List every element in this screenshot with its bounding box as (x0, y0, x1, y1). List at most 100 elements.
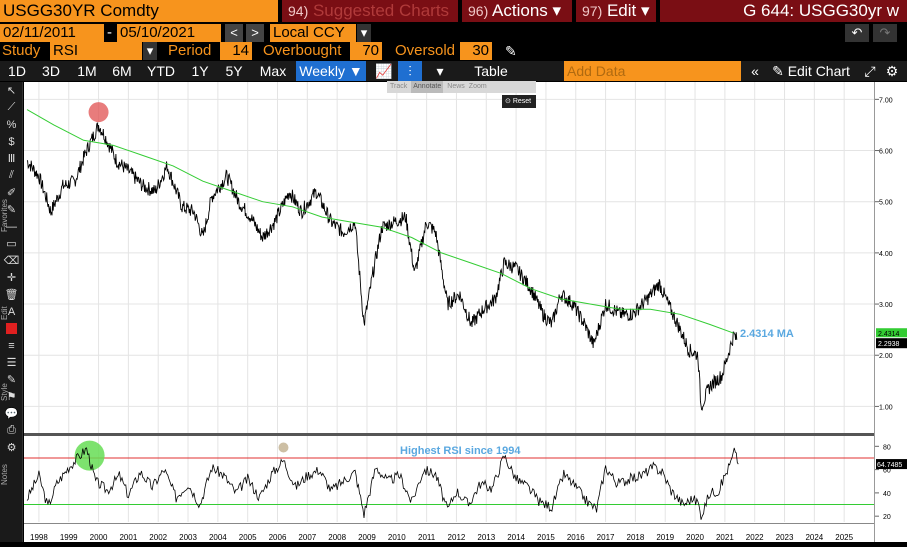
x-tick-label: 2009 (358, 533, 376, 542)
rsi-annotation: Highest RSI since 1994 (400, 445, 521, 457)
x-tick-label: 2003 (179, 533, 197, 542)
undo-icon[interactable]: ↶ (845, 24, 869, 42)
chart-type-dropdown-icon[interactable]: ▾ (436, 63, 444, 79)
annotate-mode[interactable]: Annotate (411, 81, 444, 93)
x-tick-label: 2014 (507, 533, 525, 542)
x-tick-label: 2007 (298, 533, 316, 542)
x-tick-label: 2022 (746, 533, 764, 542)
x-tick-label: 2018 (627, 533, 645, 542)
drawing-toolbar: ↖ ⟋ % $ Ⅲ ⫽ ✐ ✎ — ▭ ⌫ ✛ 🗑 A ≡ ☰ ✎ ⚑ 💬 ⎙ … (0, 82, 23, 542)
crosshair-icon[interactable]: ✛ (6, 272, 17, 284)
x-tick-label: 2021 (716, 533, 734, 542)
brush-icon[interactable]: ✐ (6, 187, 17, 199)
reset-button[interactable]: ⊙ Reset (502, 95, 536, 108)
news-mode[interactable]: News (447, 83, 465, 90)
currency-field[interactable]: Local CCY (270, 24, 356, 42)
line-style-icon[interactable]: ≡ (8, 339, 15, 352)
suggested-charts-menu[interactable]: 94) Suggested Charts (282, 0, 458, 22)
overbought-field[interactable]: 70 (350, 42, 382, 60)
y-tick-label: 80 (883, 444, 891, 451)
track-mode[interactable]: Track (390, 83, 408, 90)
menu-number: 94) (288, 3, 309, 19)
x-tick-label: 1999 (60, 533, 78, 542)
study-select[interactable]: RSI (50, 42, 142, 60)
oversold-label: Oversold (395, 42, 456, 59)
period-field[interactable]: 14 (220, 42, 252, 60)
percent-icon[interactable]: % (6, 118, 17, 131)
last-price-tag (876, 338, 907, 349)
actions-menu[interactable]: 96) Actions ▾ (462, 0, 572, 22)
trash-icon[interactable]: 🗑 (4, 289, 19, 301)
study-label: Study (2, 42, 41, 59)
candle-chart-icon[interactable]: ⫶ (398, 61, 422, 81)
x-tick-label: 2025 (835, 533, 853, 542)
horizontal-line-icon[interactable]: — (6, 220, 17, 233)
range-5y[interactable]: 5Y (225, 63, 243, 79)
rectangle-icon[interactable]: ▭ (6, 238, 17, 250)
y-tick-label: 2.00 (879, 353, 893, 360)
channel-icon[interactable]: ⫽ (9, 169, 14, 181)
eraser-icon[interactable]: ⌫ (3, 255, 20, 267)
rsi-series-line (26, 447, 739, 520)
settings-icon[interactable]: ⚙ (885, 63, 899, 79)
study-dropdown-icon[interactable]: ▾ (143, 42, 157, 60)
rsi-last-tag-text: 64.7485 (877, 462, 902, 469)
x-tick-label: 1998 (30, 533, 48, 542)
redo-icon[interactable]: ↷ (873, 24, 897, 42)
currency-dropdown-icon[interactable]: ▾ (357, 24, 371, 42)
capture-icon[interactable]: ⎙ (7, 424, 16, 436)
x-tick-label: 2020 (686, 533, 704, 542)
pencil-icon[interactable]: ✎ (505, 43, 517, 59)
dollar-icon[interactable]: $ (8, 135, 15, 148)
menu-label: Actions ▾ (492, 1, 562, 20)
y-axis-svg: 7.00 6.00 5.00 4.00 3.00 2.00 1.00 80 60 40 20 2.43… (875, 97, 907, 521)
collapse-icon[interactable]: « (751, 63, 759, 79)
thickness-icon[interactable]: ☰ (6, 357, 17, 369)
add-data-input[interactable]: Add Data (564, 61, 741, 81)
range-6m[interactable]: 6M (112, 63, 132, 79)
zoom-mode[interactable]: Zoom (468, 83, 487, 90)
x-tick-label: 2015 (537, 533, 555, 542)
table-button[interactable]: Table (474, 63, 508, 79)
chart-mode-menu: Track Annotate News Zoom (387, 81, 536, 93)
range-ytd[interactable]: YTD (147, 63, 175, 79)
range-1d[interactable]: 1D (8, 63, 26, 79)
gear-icon[interactable]: ⚙ (6, 442, 17, 454)
edit-menu[interactable]: 97) Edit ▾ (576, 0, 656, 22)
pointer-icon[interactable]: ↖ (6, 85, 17, 97)
end-date-field[interactable]: 05/10/2021 (117, 24, 221, 42)
frequency-select[interactable]: Weekly ▼ (296, 61, 366, 81)
comment-icon[interactable]: 💬 (4, 408, 19, 420)
period-label: Period (168, 42, 212, 59)
chart-area[interactable]: 1998 1999 2000 2001 2002 2003 2004 2005 2006 2007… (24, 82, 874, 542)
security-field[interactable]: USGG30YR Comdty (0, 0, 278, 22)
range-1m[interactable]: 1M (77, 63, 97, 79)
menu-number: 96) (468, 3, 489, 19)
expand-icon[interactable]: ⤢ (864, 63, 876, 79)
line-chart-icon[interactable]: 📈 (375, 63, 393, 79)
note-icon[interactable]: ✎ (6, 374, 17, 386)
range-3d[interactable]: 3D (42, 63, 60, 79)
edit-chart-button[interactable]: ✎ Edit Chart (772, 63, 850, 79)
trendline-icon[interactable]: ⟋ (7, 101, 16, 113)
x-tick-label: 2013 (477, 533, 495, 542)
rsi-small-circle (278, 442, 289, 453)
ma-value-tag-text: 2.4314 (878, 331, 900, 338)
text-icon[interactable]: A (7, 305, 16, 318)
y-tick-label: 20 (883, 514, 891, 521)
prev-period-icon[interactable]: < (225, 24, 243, 42)
pencil-draw-icon[interactable]: ✎ (6, 204, 17, 216)
style-side-label: Style (0, 383, 9, 401)
overbought-label: Overbought (263, 42, 342, 59)
range-max[interactable]: Max (259, 63, 287, 79)
fibonacci-icon[interactable]: Ⅲ (7, 153, 16, 165)
x-tick-label: 2010 (388, 533, 406, 542)
range-1y[interactable]: 1Y (191, 63, 209, 79)
next-period-icon[interactable]: > (246, 24, 264, 42)
start-date-field[interactable]: 02/11/2011 (0, 24, 104, 42)
color-icon[interactable] (0, 320, 23, 337)
flag-icon[interactable]: ⚑ (6, 391, 17, 403)
x-tick-label: 2000 (90, 533, 108, 542)
y-tick-label: 5.00 (879, 200, 893, 207)
oversold-field[interactable]: 30 (460, 42, 492, 60)
